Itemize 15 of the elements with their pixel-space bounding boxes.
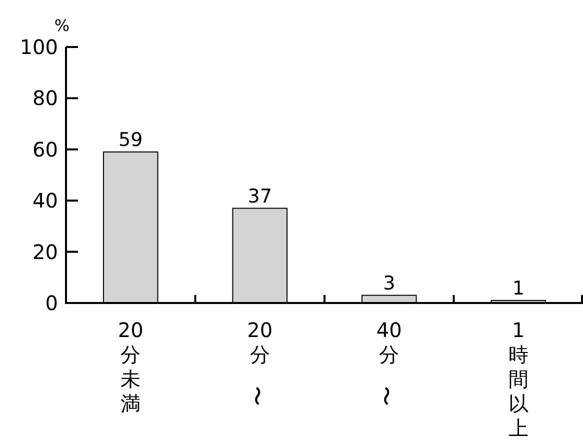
x-tick-label: 40分〜 [374, 318, 402, 406]
x-tick-label: 1時間以上 [508, 318, 528, 440]
y-tick-label: 0 [45, 291, 58, 315]
x-tick-label: 20分〜 [244, 318, 273, 406]
y-tick-label: 20 [32, 240, 58, 264]
data-label: 37 [248, 185, 272, 208]
data-label: 1 [512, 277, 524, 300]
x-tick-label: 20分未満 [118, 318, 144, 416]
data-label: 3 [383, 272, 396, 294]
y-tick-label: 40 [32, 188, 58, 213]
y-tick-label: 100 [20, 35, 58, 59]
data-label: 59 [118, 128, 143, 151]
y-axis-title: % [54, 16, 70, 35]
y-tick-label: 80 [32, 86, 58, 110]
y-tick-label: 60 [32, 137, 58, 162]
